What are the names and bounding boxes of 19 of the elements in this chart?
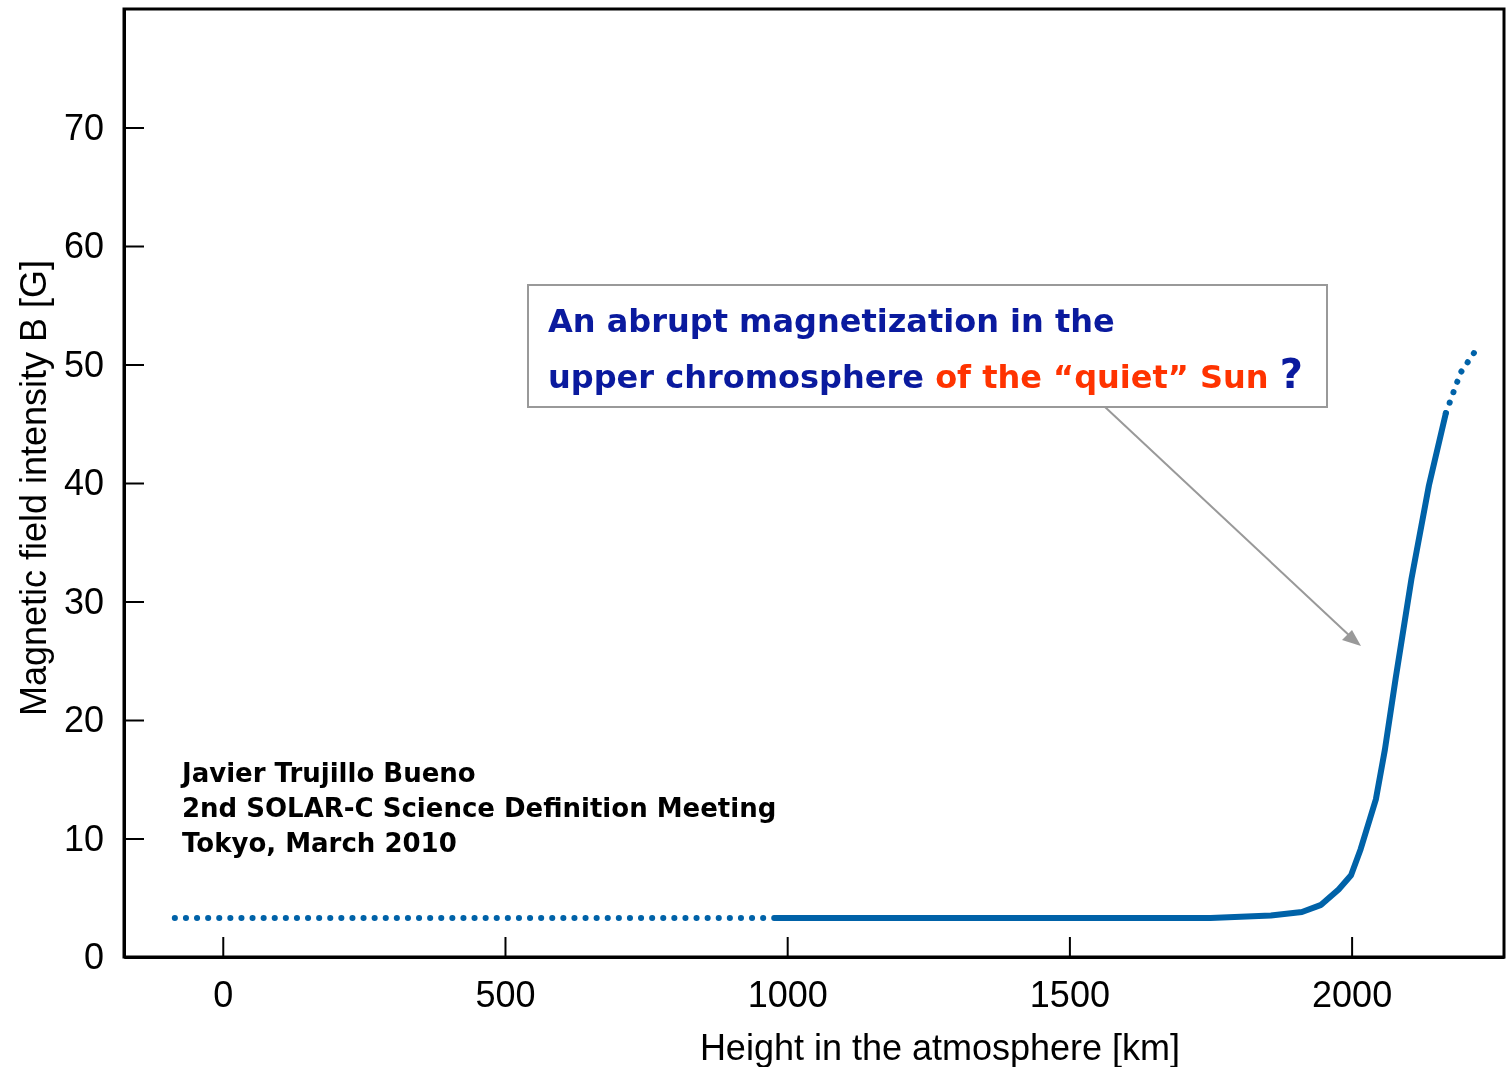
annotation: Javier Trujillo Bueno [180,758,476,788]
y-tick-label: 70 [63,106,104,148]
y-tick-label: 20 [63,699,104,741]
annotation: Tokyo, March 2010 [182,828,457,858]
x-tick-label: 500 [475,973,536,1015]
x-tick-label: 0 [213,973,234,1015]
y-tick-label: 50 [63,343,104,385]
y-tick-label: 30 [63,580,104,622]
x-tick-label: 2000 [1312,973,1393,1015]
y-tick-label: 40 [63,462,104,504]
x-axis-title: Height in the atmosphere [km] [699,1027,1181,1067]
annotation: An abrupt magnetization in the upper chromosphere of the “quiet” Sun ? [548,302,1303,397]
x-tick-label: 1500 [1029,973,1110,1015]
y-tick-label: 0 [83,936,104,978]
annotation: 2nd SOLAR-C Science Definition Meeting [182,793,777,823]
x-tick-label: 1000 [747,973,828,1015]
y-tick-label: 60 [63,225,104,267]
y-axis-title: Magnetic field intensity B [G] [13,259,54,717]
y-tick-label: 10 [63,817,104,859]
